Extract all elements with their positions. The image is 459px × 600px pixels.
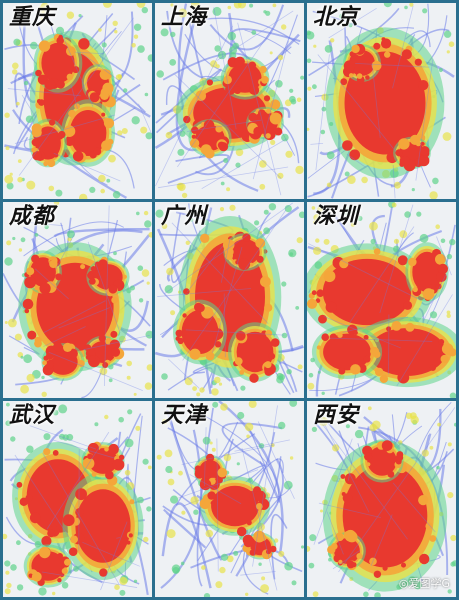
heatmap-chengdu xyxy=(3,202,152,398)
city-label: 广州 xyxy=(161,204,208,229)
city-label: 上海 xyxy=(161,5,208,30)
map-tile-xian: 西安 ◎爱图学G xyxy=(307,401,456,597)
city-label: 武汉 xyxy=(9,403,56,428)
map-tile-chongqing: 重庆 xyxy=(3,3,152,199)
map-tile-tianjin: 天津 xyxy=(155,401,304,597)
map-tile-chengdu: 成都 xyxy=(3,202,152,398)
map-tile-beijing: 北京 xyxy=(307,3,456,199)
city-label: 北京 xyxy=(313,5,360,30)
city-label: 西安 xyxy=(313,403,360,428)
heatmap-beijing xyxy=(307,3,456,199)
map-tile-guangzhou: 广州 xyxy=(155,202,304,398)
map-tile-shanghai: 上海 xyxy=(155,3,304,199)
city-label: 重庆 xyxy=(9,5,56,30)
heatmap-guangzhou xyxy=(155,202,304,398)
map-tile-shenzhen: 深圳 xyxy=(307,202,456,398)
heatmap-shanghai xyxy=(155,3,304,199)
city-label: 成都 xyxy=(9,204,56,229)
watermark: ◎爱图学G xyxy=(398,577,450,590)
heatmap-shenzhen xyxy=(307,202,456,398)
heatmap-chongqing xyxy=(3,3,152,199)
heatmap-xian xyxy=(307,401,456,597)
city-label: 天津 xyxy=(161,403,208,428)
map-tile-wuhan: 武汉 xyxy=(3,401,152,597)
heatmap-tianjin xyxy=(155,401,304,597)
city-label: 深圳 xyxy=(313,204,360,229)
heatmap-wuhan xyxy=(3,401,152,597)
